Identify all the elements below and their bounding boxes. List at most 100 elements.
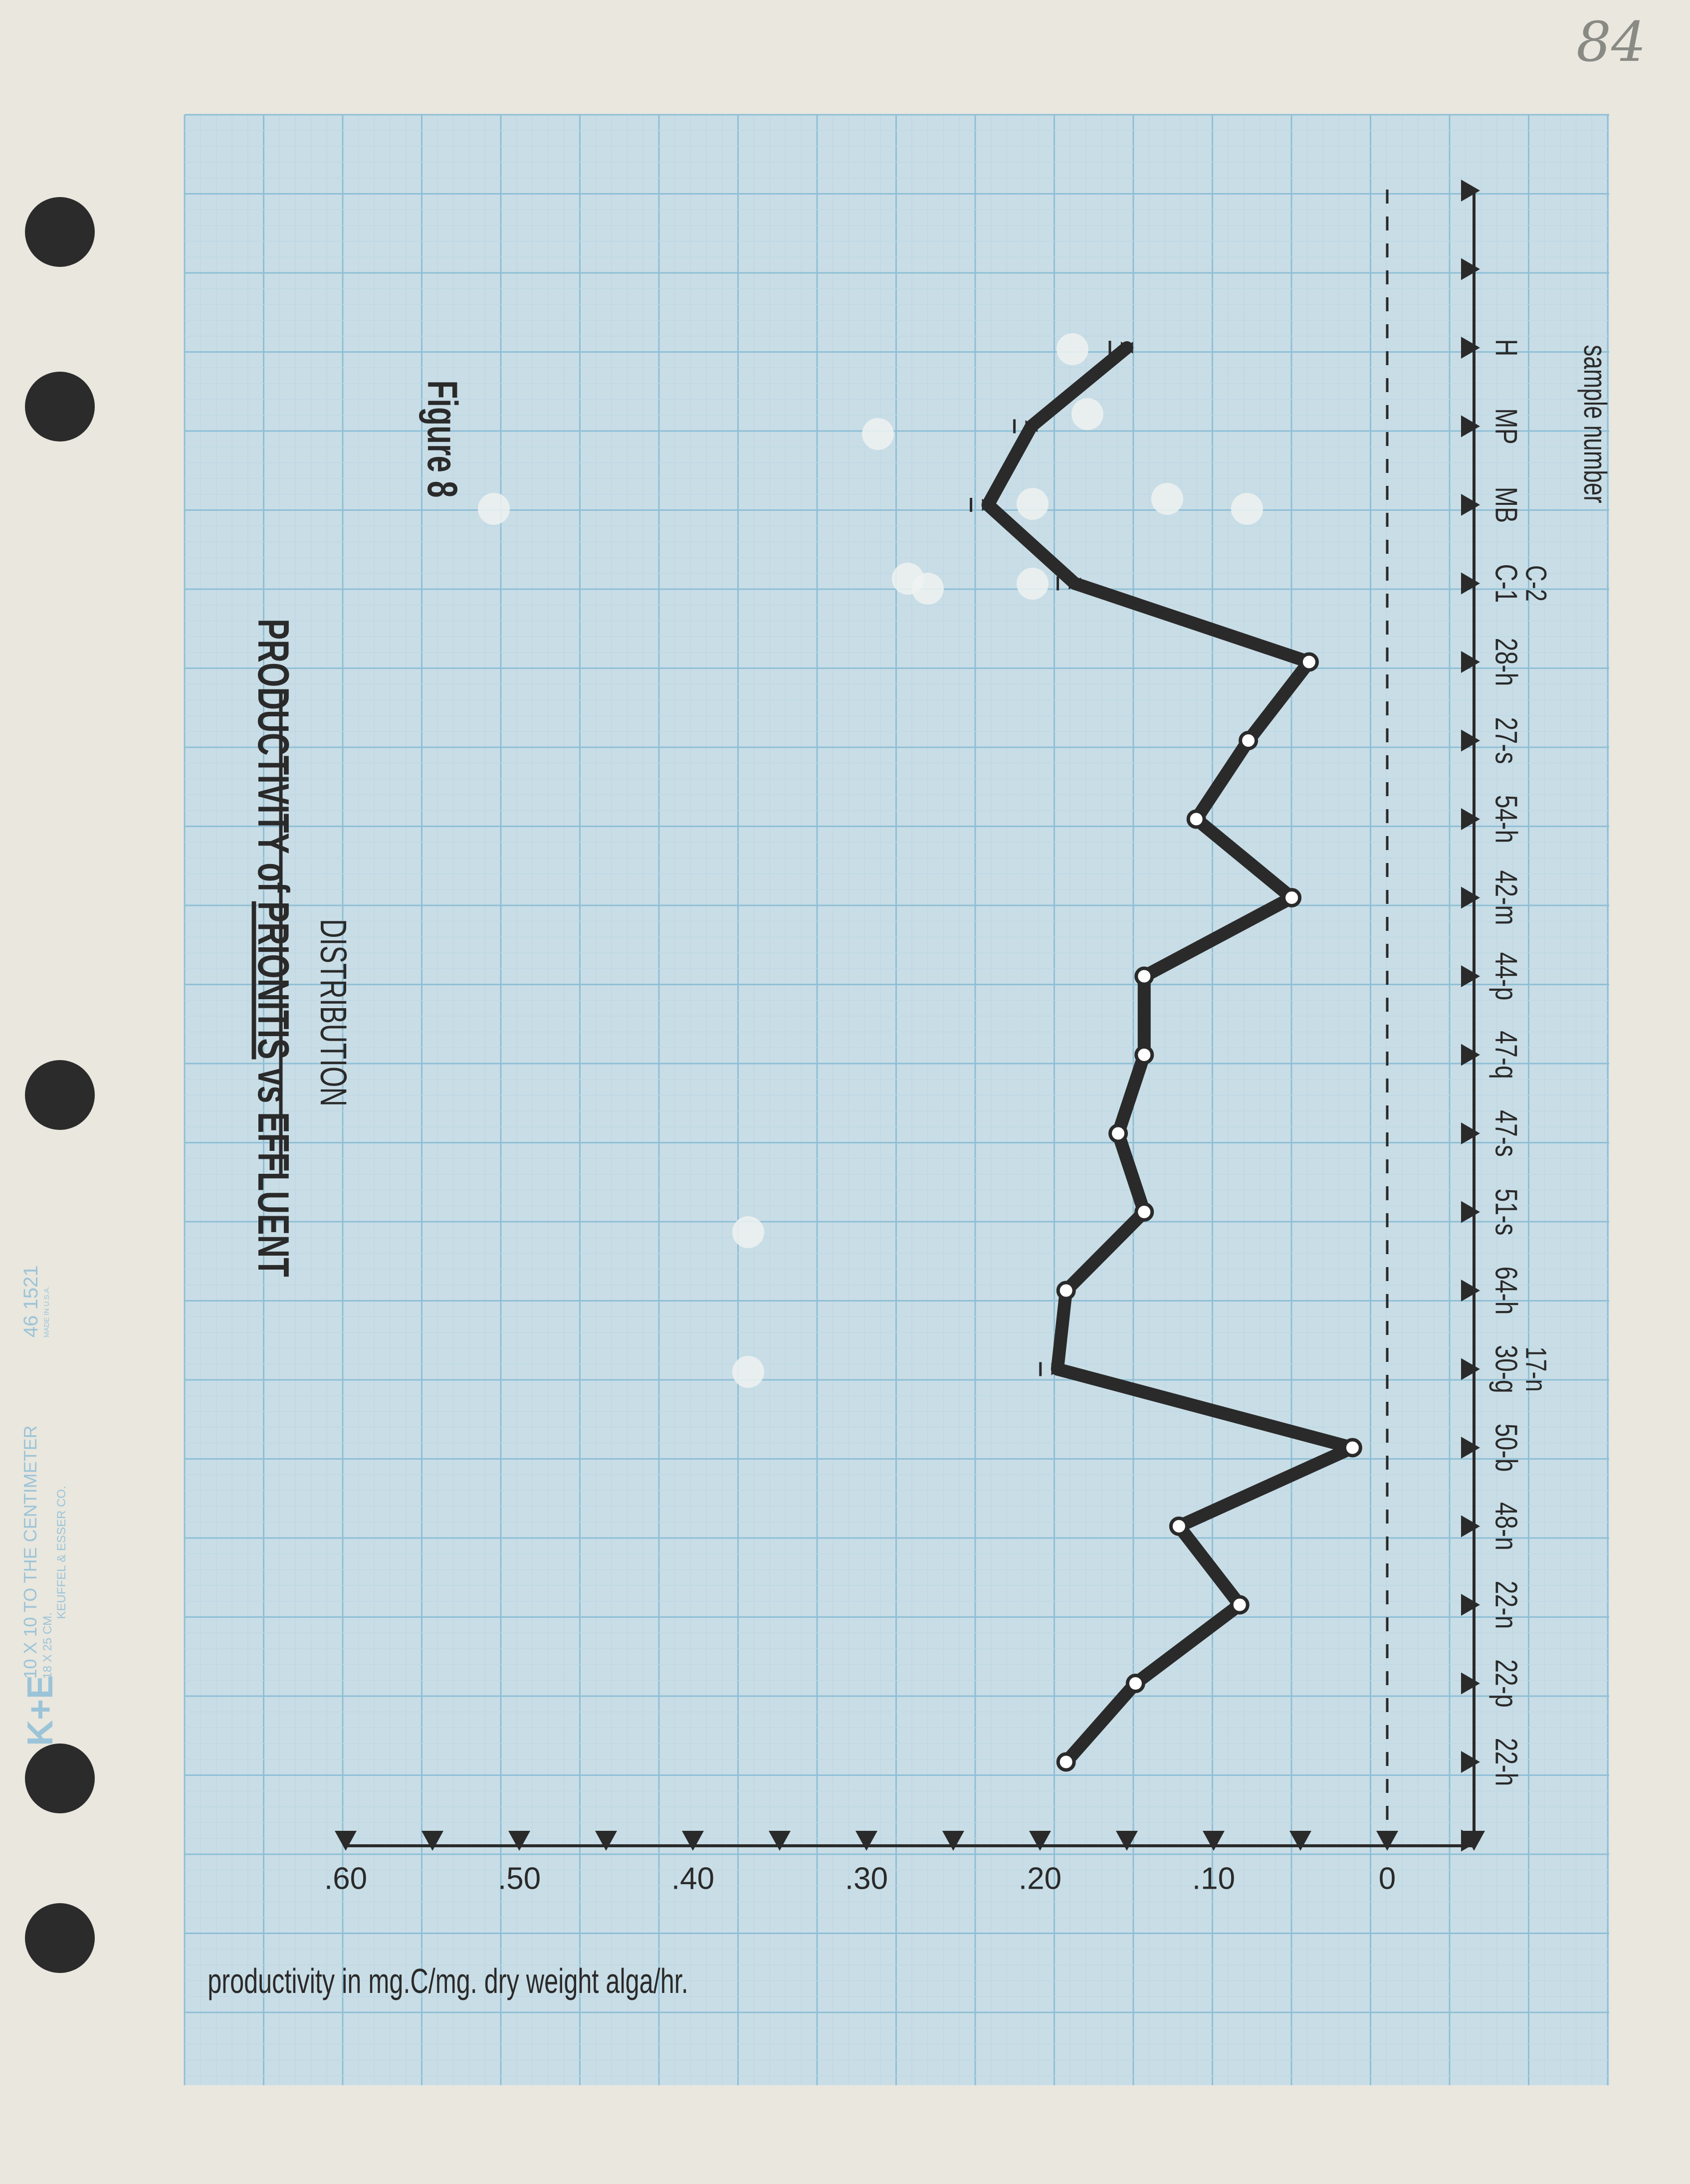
x-tick-label: H [1489, 339, 1523, 357]
binder-hole [25, 1903, 95, 1973]
x-tick-label: 48-n [1489, 1502, 1523, 1550]
x-tick-mark [1461, 258, 1480, 280]
data-point [1108, 1123, 1128, 1143]
y-tick-label: .20 [1019, 1861, 1061, 1896]
grid-lines [184, 114, 1609, 2085]
y-tick-mark [422, 1831, 443, 1851]
x-tick-mark [1461, 1358, 1480, 1380]
maker-code: 46 1521 [20, 1265, 42, 1338]
x-tick-mark [1461, 337, 1480, 359]
paper-maker-imprint-rotated: K+E 10 X 10 TO THE CENTIMETER 18 X 25 CM… [20, 1266, 69, 1747]
y-tick-label: .50 [498, 1861, 541, 1896]
data-point [1342, 1438, 1362, 1458]
x-tick-label: 28-h [1489, 638, 1523, 686]
chart-title-line1: PRODUCTIVITY of PRIONITIS vs EFFLUENT [248, 619, 297, 1277]
binder-hole [25, 197, 95, 267]
x-tick-sublabel: 17-n [1519, 1346, 1552, 1392]
x-tick-label: 47-q [1489, 1031, 1523, 1079]
data-point [1186, 809, 1206, 829]
data-point [1125, 1674, 1145, 1693]
x-tick-label: 47-s [1489, 1110, 1523, 1157]
x-tick-label: 54-h [1489, 795, 1523, 844]
data-point [1239, 731, 1259, 750]
x-tick-mark [1461, 180, 1480, 202]
x-tick-mark [1461, 1829, 1480, 1852]
chart-title-word-of: of [248, 854, 297, 901]
chart-title-word-prionitis: PRIONITIS [248, 901, 297, 1060]
data-point-mean: x [1063, 577, 1089, 590]
figure-label: Figure 8 [419, 380, 466, 497]
maker-line1-sub: 18 X 25 CM. [41, 1612, 54, 1679]
x-tick-mark [1461, 1280, 1480, 1302]
maker-logo: K+E [20, 1675, 60, 1746]
x-tick-label: 51-s [1489, 1188, 1523, 1235]
x-tick-sublabel: C-2 [1519, 565, 1552, 602]
x-tick-mark [1461, 494, 1480, 516]
paper-spot [1151, 483, 1183, 515]
x-tick-mark [1461, 1122, 1480, 1144]
data-point [1299, 652, 1319, 672]
x-tick-mark [1461, 651, 1480, 673]
x-tick-label: 42-m [1489, 870, 1523, 925]
page-number: 84 [1576, 10, 1646, 74]
y-tick-label: .30 [845, 1861, 888, 1896]
y-axis-title: productivity in mg.C/mg. dry weight alga… [208, 1962, 688, 2000]
binder-hole [25, 372, 95, 441]
data-point [1282, 888, 1302, 907]
chart-title-word-vs: vs [248, 1059, 297, 1112]
paper-spot [1071, 398, 1103, 430]
x-axis-title: sample number [1577, 345, 1613, 503]
x-tick-mark [1461, 1594, 1480, 1616]
x-tick-mark [1461, 965, 1480, 987]
y-tick-label: .40 [671, 1861, 714, 1896]
binder-hole [25, 1060, 95, 1130]
paper-spot [732, 1216, 764, 1248]
paper-maker-imprint: K+E 10 X 10 TO THE CENTIMETER 18 X 25 CM… [20, 1197, 180, 1747]
y-tick-label: .10 [1192, 1861, 1235, 1896]
x-tick-mark [1461, 886, 1480, 909]
data-point-mean: x [1020, 420, 1046, 433]
y-tick-mark [1203, 1831, 1225, 1851]
paper-spots [478, 333, 1263, 1388]
y-tick-mark [508, 1831, 530, 1851]
x-tick-label: 44-p [1489, 952, 1523, 1001]
y-tick-mark [335, 1831, 357, 1851]
data-point [1134, 1045, 1154, 1065]
x-tick-label: 22-p [1489, 1659, 1523, 1708]
data-point [1230, 1595, 1250, 1615]
x-tick-mark [1461, 1672, 1480, 1695]
data-point-mean: x [1047, 1363, 1072, 1376]
x-tick-label: 22-n [1489, 1581, 1523, 1629]
x-tick-mark [1461, 1515, 1480, 1537]
y-tick-mark [1376, 1831, 1398, 1851]
chart-title-line2: DISTRIBUTION [313, 919, 354, 1106]
y-tick-mark [1029, 1831, 1051, 1851]
chart-title-word-effluent: EFFLUENT [248, 1112, 297, 1277]
x-tick-label: MP [1489, 408, 1523, 444]
binder-hole [25, 1744, 95, 1813]
chart-layer: .60 .50 .40 .30 .20 .10 0 22-h 22-p 22-n 48-n 50-b 3… [324, 180, 1552, 1896]
y-tick-mark [769, 1831, 791, 1851]
y-tick-mark [1116, 1831, 1138, 1851]
y-tick-label: .60 [324, 1861, 367, 1896]
y-tick-mark [682, 1831, 704, 1851]
maker-line2: KEUFFEL & ESSER CO. [55, 1486, 68, 1619]
x-tick-mark [1461, 808, 1480, 830]
chart: .60 .50 .40 .30 .20 .10 0 22-h 22-p 22-n 48-n 50-b 3… [208, 180, 1613, 2000]
x-tick-label: 30-g [1489, 1345, 1523, 1393]
x-tick-mark [1461, 572, 1480, 595]
paper-spot [1056, 333, 1088, 365]
paper-spot [478, 493, 510, 525]
paper-spot [732, 1356, 764, 1388]
x-tick-mark [1461, 1751, 1480, 1773]
x-tick-mark [1461, 1437, 1480, 1459]
x-tick-label: 50-b [1489, 1424, 1523, 1472]
data-point-mean: x [977, 498, 1003, 511]
paper-spot [1017, 568, 1049, 600]
data-point [1056, 1281, 1076, 1301]
chart-title-word-productivity: PRODUCTIVITY [248, 619, 297, 854]
x-tick-mark [1461, 415, 1480, 437]
x-tick-mark [1461, 1201, 1480, 1223]
paper-spot [1017, 488, 1049, 520]
